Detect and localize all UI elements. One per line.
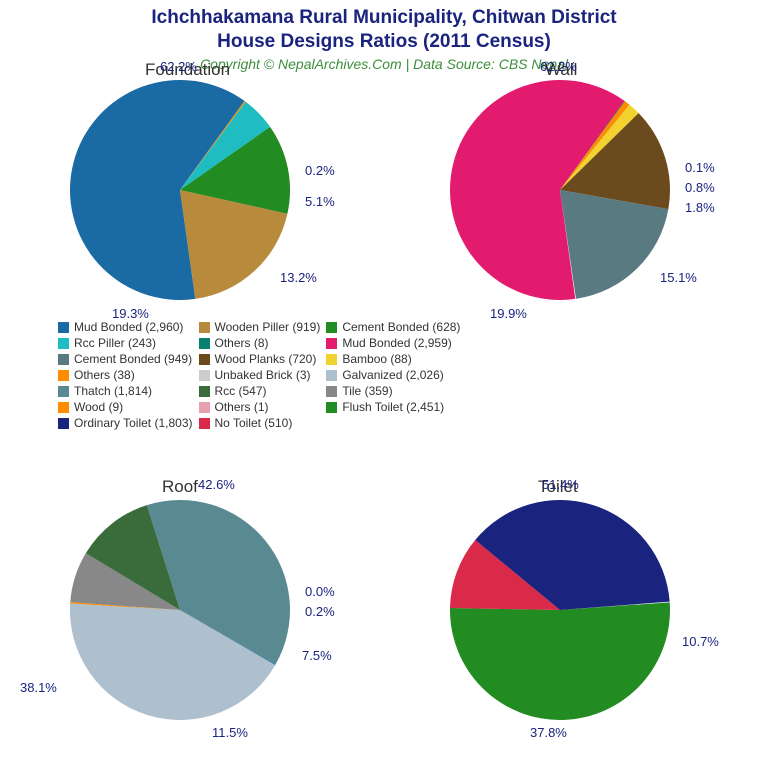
pie-slice-label: 5.1% xyxy=(305,194,335,209)
pie-chart xyxy=(448,498,672,722)
legend: Mud Bonded (2,960) Rcc Piller (243) Cement… xyxy=(58,320,466,432)
legend-item: Cement Bonded (628) xyxy=(326,320,460,334)
legend-item: Flush Toilet (2,451) xyxy=(326,400,460,414)
pie-slice-label: 0.1% xyxy=(685,160,715,175)
legend-text: No Toilet (510) xyxy=(215,416,293,430)
pie-slice-label: 0.2% xyxy=(305,604,335,619)
pie-slice-label: 19.9% xyxy=(490,306,527,321)
pie-slice-label: 37.8% xyxy=(530,725,567,740)
legend-text: Others (8) xyxy=(215,336,269,350)
pie-slice-label: 15.1% xyxy=(660,270,697,285)
legend-swatch xyxy=(199,354,210,365)
legend-text: Others (38) xyxy=(74,368,135,382)
legend-text: Mud Bonded (2,960) xyxy=(74,320,183,334)
legend-item: Others (38) xyxy=(58,368,193,382)
legend-item: Others (1) xyxy=(199,400,321,414)
legend-item: Wood Planks (720) xyxy=(199,352,321,366)
legend-item: Mud Bonded (2,959) xyxy=(326,336,460,350)
legend-text: Others (1) xyxy=(215,400,269,414)
legend-swatch xyxy=(326,354,337,365)
legend-swatch xyxy=(326,386,337,397)
legend-text: Wood Planks (720) xyxy=(215,352,317,366)
legend-item: Bamboo (88) xyxy=(326,352,460,366)
legend-item: Wood (9) xyxy=(58,400,193,414)
legend-item: Galvanized (2,026) xyxy=(326,368,460,382)
pie-slice-label: 11.5% xyxy=(212,725,248,740)
legend-column: Cement Bonded (628) Mud Bonded (2,959) Bam… xyxy=(326,320,460,416)
legend-swatch xyxy=(58,418,69,429)
legend-text: Galvanized (2,026) xyxy=(342,368,443,382)
legend-column: Mud Bonded (2,960) Rcc Piller (243) Cement… xyxy=(58,320,193,432)
legend-item: Rcc Piller (243) xyxy=(58,336,193,350)
pie-chart xyxy=(68,498,292,722)
pie-chart xyxy=(448,78,672,302)
legend-item: Unbaked Brick (3) xyxy=(199,368,321,382)
legend-swatch xyxy=(58,354,69,365)
legend-swatch xyxy=(199,386,210,397)
legend-text: Wood (9) xyxy=(74,400,123,414)
legend-item: Tile (359) xyxy=(326,384,460,398)
pie-slice-label: 19.3% xyxy=(112,306,149,321)
legend-item: Thatch (1,814) xyxy=(58,384,193,398)
legend-text: Bamboo (88) xyxy=(342,352,411,366)
pie-slice-label: 10.7% xyxy=(682,634,719,649)
legend-swatch xyxy=(58,402,69,413)
legend-swatch xyxy=(58,370,69,381)
pie-chart xyxy=(68,78,292,302)
legend-swatch xyxy=(199,338,210,349)
pie-slice-label: 38.1% xyxy=(20,680,57,695)
pie-slice-label: 1.8% xyxy=(685,200,715,215)
legend-text: Rcc Piller (243) xyxy=(74,336,156,350)
legend-swatch xyxy=(58,338,69,349)
legend-item: Cement Bonded (949) xyxy=(58,352,193,366)
legend-column: Wooden Piller (919) Others (8) Wood Planks… xyxy=(199,320,321,432)
legend-text: Tile (359) xyxy=(342,384,392,398)
legend-swatch xyxy=(199,402,210,413)
legend-text: Mud Bonded (2,959) xyxy=(342,336,451,350)
legend-item: Rcc (547) xyxy=(199,384,321,398)
pie-slice-label: 51.4% xyxy=(542,477,579,492)
legend-text: Thatch (1,814) xyxy=(74,384,152,398)
legend-swatch xyxy=(326,370,337,381)
pie-slice-label: 42.6% xyxy=(198,477,235,492)
legend-text: Rcc (547) xyxy=(215,384,267,398)
legend-item: Wooden Piller (919) xyxy=(199,320,321,334)
pie-slice-label: 62.2% xyxy=(160,59,197,74)
legend-text: Unbaked Brick (3) xyxy=(215,368,311,382)
legend-item: No Toilet (510) xyxy=(199,416,321,430)
legend-text: Cement Bonded (628) xyxy=(342,320,460,334)
chart-canvas: Foundation62.2%0.2%5.1%13.2%19.3%Wall62.… xyxy=(0,0,768,768)
legend-swatch xyxy=(58,322,69,333)
legend-item: Mud Bonded (2,960) xyxy=(58,320,193,334)
legend-swatch xyxy=(199,322,210,333)
legend-swatch xyxy=(326,402,337,413)
legend-swatch xyxy=(326,338,337,349)
pie-slice-label: 0.0% xyxy=(305,584,335,599)
pie-slice-label: 0.8% xyxy=(685,180,715,195)
legend-swatch xyxy=(58,386,69,397)
pie-slice-label: 13.2% xyxy=(280,270,317,285)
legend-item: Others (8) xyxy=(199,336,321,350)
pie-slice-label: 62.2% xyxy=(540,59,577,74)
legend-text: Ordinary Toilet (1,803) xyxy=(74,416,193,430)
pie-slice xyxy=(560,190,668,299)
legend-swatch xyxy=(199,418,210,429)
legend-text: Wooden Piller (919) xyxy=(215,320,321,334)
legend-item: Ordinary Toilet (1,803) xyxy=(58,416,193,430)
pie-title: Roof xyxy=(162,477,198,497)
pie-slice-label: 0.2% xyxy=(305,163,335,178)
pie-slice xyxy=(450,602,670,720)
legend-text: Cement Bonded (949) xyxy=(74,352,192,366)
legend-swatch xyxy=(199,370,210,381)
legend-text: Flush Toilet (2,451) xyxy=(342,400,444,414)
legend-swatch xyxy=(326,322,337,333)
pie-slice-label: 7.5% xyxy=(302,648,332,663)
